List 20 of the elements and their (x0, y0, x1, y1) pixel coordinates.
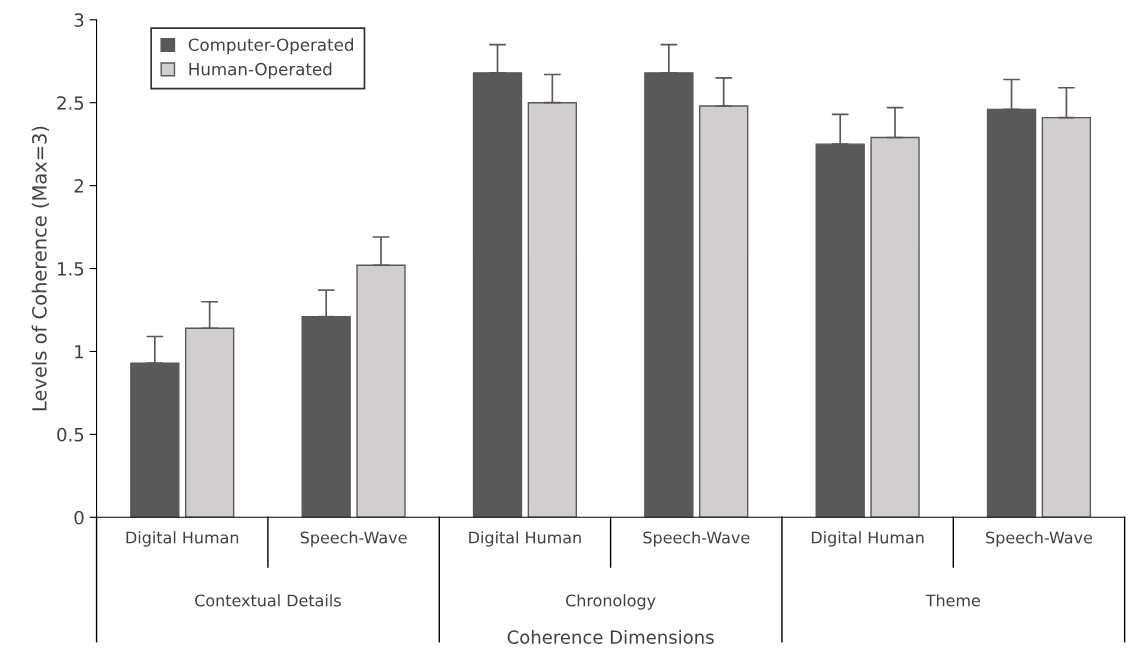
x-tick-label: Speech-Wave (300, 531, 407, 547)
text: Chronology (566, 594, 656, 610)
y-tick-label: 3 (74, 13, 84, 27)
x-tick-label: Digital Human (469, 531, 581, 547)
x-axis-title: Coherence Dimensions (507, 630, 714, 644)
y-axis-title: Levels of Coherence (Max=3) (31, 126, 50, 411)
y-tick-label: 1.5 (58, 262, 84, 276)
x-tick-label: Speech-Wave (643, 531, 750, 547)
y-tick-label: 2 (74, 179, 83, 193)
legend-label: Human-Operated (189, 62, 332, 79)
y-tick-label: 0.5 (57, 427, 84, 442)
y-tick-label: 2.5 (57, 96, 84, 110)
x-tick-label: Digital Human (126, 531, 239, 547)
text: Contextual Details (195, 594, 341, 607)
y-tick-label: 1 (75, 345, 84, 359)
text: Theme (925, 594, 980, 607)
y-tick-label: 0 (74, 510, 84, 525)
legend-label: Computer-Operated (188, 38, 353, 55)
x-tick-label: Digital Human (811, 531, 924, 547)
x-tick-label: Speech-Wave (986, 531, 1093, 547)
